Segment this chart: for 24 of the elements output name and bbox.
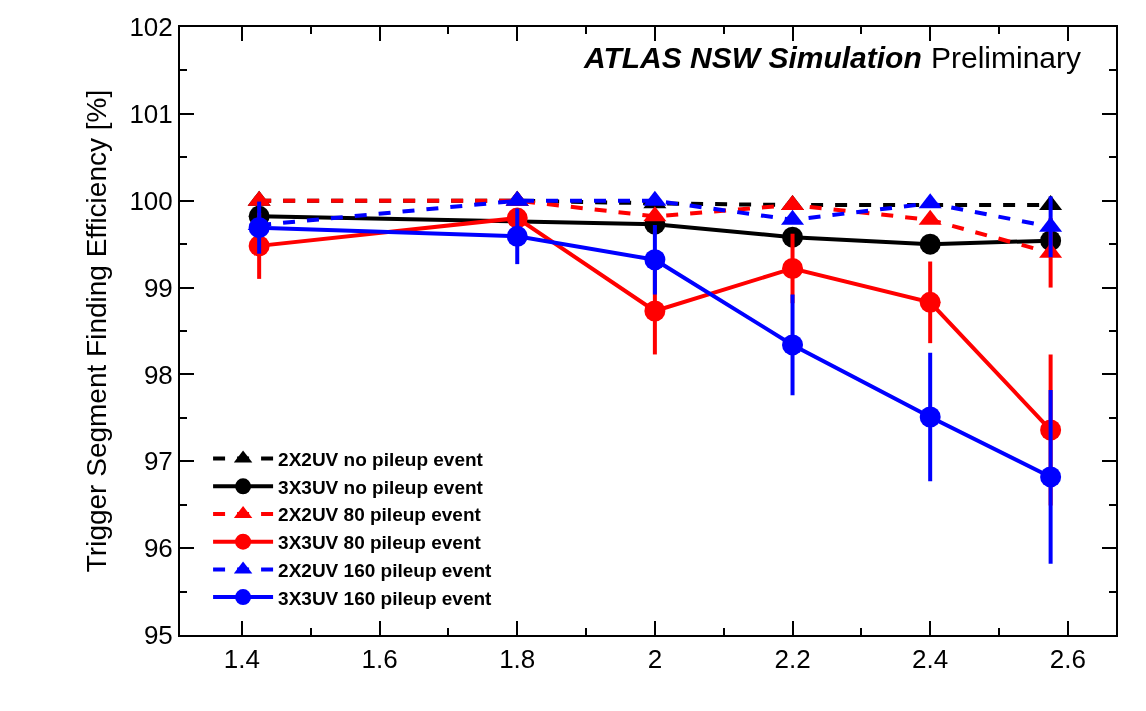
y-tick-label: 96 — [143, 533, 173, 564]
x-tick-label: 1.8 — [499, 644, 536, 675]
y-tick-label: 97 — [143, 446, 173, 477]
y-tick-label: 101 — [129, 98, 173, 129]
annotation: ATLAS NSW Simulation — [583, 41, 922, 74]
y-tick-label: 100 — [129, 185, 173, 216]
y-tick-label: 95 — [143, 620, 173, 651]
y-tick-label: 99 — [143, 272, 173, 303]
x-tick-label: 2.6 — [1049, 644, 1086, 675]
annotation: Preliminary — [931, 41, 1082, 74]
x-tick-label: 1.6 — [361, 644, 398, 675]
legend-label: 2X2UV 160 pileup event — [278, 559, 493, 581]
x-tick-label: 2.2 — [774, 644, 811, 675]
x-tick-label: 1.4 — [223, 644, 261, 675]
x-tick-label: 2 — [647, 644, 663, 675]
y-tick-label: 102 — [129, 12, 173, 43]
y-tick-label: 98 — [143, 359, 173, 390]
legend-label: 3X3UV no pileup event — [278, 476, 484, 498]
legend-label: 3X3UV 80 pileup event — [278, 532, 482, 554]
legend-label: 2X2UV no pileup event — [278, 449, 484, 471]
legend-label: 3X3UV 160 pileup event — [278, 587, 493, 609]
y-axis-title: Trigger Segment Finding Efficiency [%] — [80, 89, 112, 573]
x-tick-label: 2.4 — [912, 644, 949, 675]
legend-label: 2X2UV 80 pileup event — [278, 504, 482, 526]
